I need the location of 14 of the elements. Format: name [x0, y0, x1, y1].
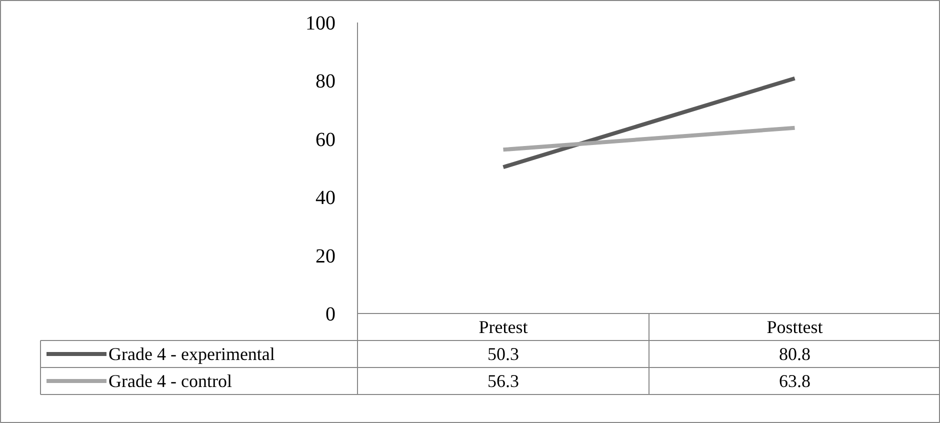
y-tick-label: 60 [316, 128, 336, 151]
y-tick-label: 100 [306, 12, 336, 34]
y-tick-label: 80 [316, 70, 336, 93]
x-tick-label: Posttest [766, 317, 823, 337]
y-tick-label: 40 [316, 187, 336, 210]
data-label: 80.8 [779, 344, 810, 364]
data-label: 63.8 [779, 371, 810, 391]
data-label: 56.3 [488, 371, 519, 391]
x-tick-label: Pretest [478, 317, 528, 337]
data-label: 50.3 [488, 344, 519, 364]
legend-label: Grade 4 - experimental [108, 344, 275, 364]
y-tick-label: 0 [326, 304, 336, 326]
y-tick-label: 20 [316, 245, 336, 268]
legend-label: Grade 4 - control [108, 371, 232, 391]
